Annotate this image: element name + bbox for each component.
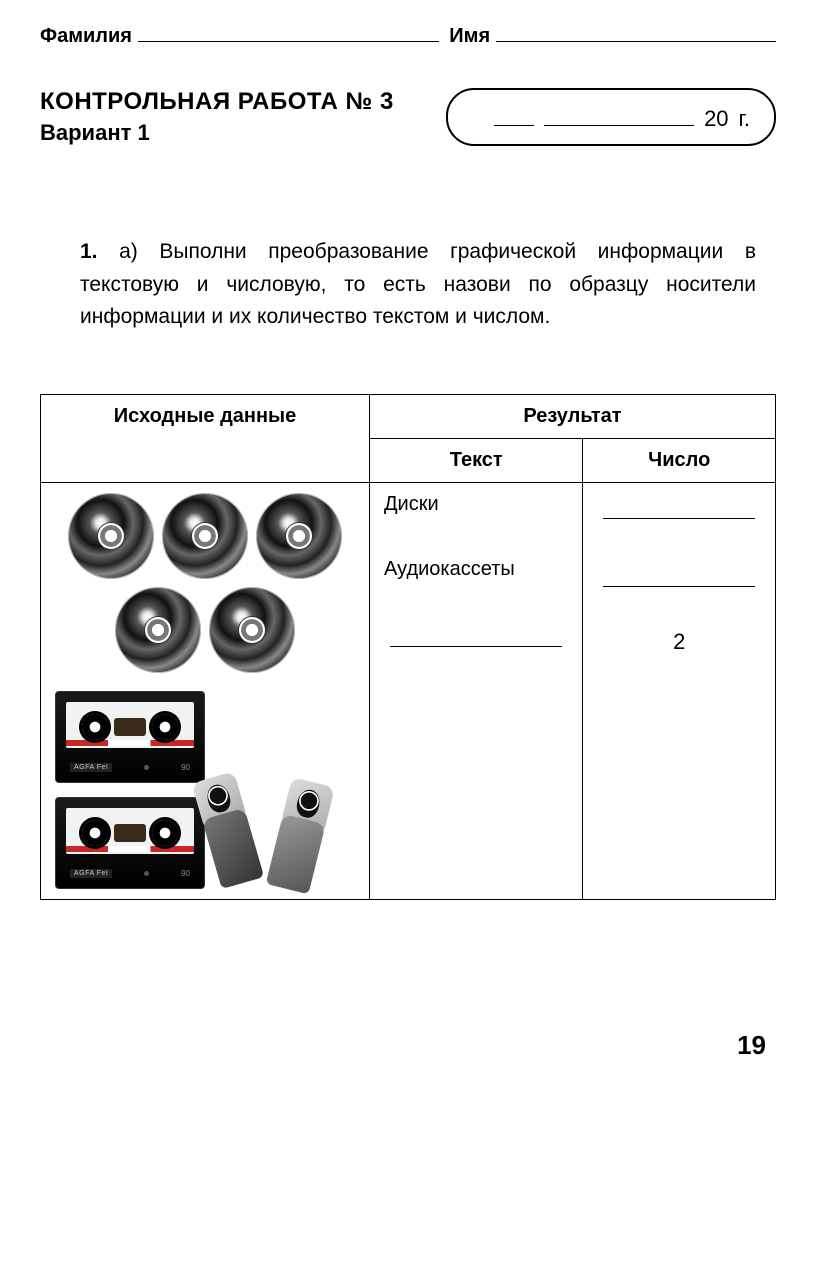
date-year-prefix: 20: [704, 106, 728, 132]
date-month-line[interactable]: [544, 104, 694, 126]
cassette-length: 90: [181, 763, 190, 772]
number-answer-3: 2: [597, 629, 761, 655]
worksheet-table: Исходные данные Результат Текст Число: [40, 394, 776, 900]
cassette-brand: AGFA FeI: [70, 763, 112, 772]
cd-icon: [162, 493, 248, 579]
text-answer-3-line[interactable]: [390, 623, 562, 647]
date-day-line[interactable]: [494, 104, 534, 126]
disc-group-icon: [55, 493, 355, 673]
surname-input-line[interactable]: [138, 20, 439, 42]
source-data-cell: AGFA FeI 90: [41, 482, 370, 899]
name-row: Фамилия Имя: [40, 20, 776, 48]
text-answer-2: Аудиокассеты: [384, 558, 568, 581]
header-number: Число: [583, 438, 776, 482]
worksheet-variant: Вариант 1: [40, 120, 394, 146]
usb-group-icon: [215, 729, 345, 889]
cd-icon: [256, 493, 342, 579]
cd-icon: [68, 493, 154, 579]
header-text: Текст: [370, 438, 583, 482]
text-answer-1: Диски: [384, 493, 568, 516]
cassette-group-icon: AGFA FeI 90: [55, 691, 205, 889]
cd-icon: [209, 587, 295, 673]
header-result: Результат: [370, 394, 776, 438]
cassette-icon: AGFA FeI 90: [55, 797, 205, 889]
task-text: 1. а) Выполни преобразование графической…: [80, 236, 756, 334]
number-answer-2-line[interactable]: [603, 561, 755, 587]
title-row: КОНТРОЛЬНАЯ РАБОТА № 3 Вариант 1 20 г.: [40, 88, 776, 146]
page-number: 19: [40, 1030, 766, 1061]
cassette-length: 90: [181, 869, 190, 878]
cassette-brand: AGFA FeI: [70, 869, 112, 878]
task-number: 1.: [80, 240, 98, 263]
text-answer-cell: Диски Аудиокассеты: [370, 482, 583, 899]
cassette-icon: AGFA FeI 90: [55, 691, 205, 783]
number-answer-cell: 2: [583, 482, 776, 899]
firstname-input-line[interactable]: [496, 20, 776, 42]
date-year-suffix: г.: [739, 106, 750, 132]
firstname-label: Имя: [449, 25, 490, 48]
number-answer-1-line[interactable]: [603, 493, 755, 519]
surname-label: Фамилия: [40, 25, 132, 48]
task-body: Выполни преобразование графической инфор…: [80, 240, 756, 328]
worksheet-title: КОНТРОЛЬНАЯ РАБОТА № 3: [40, 88, 394, 116]
date-box: 20 г.: [446, 88, 776, 146]
usb-icon: [266, 777, 335, 894]
header-source: Исходные данные: [41, 394, 370, 482]
task-part: а): [119, 240, 138, 263]
cd-icon: [115, 587, 201, 673]
